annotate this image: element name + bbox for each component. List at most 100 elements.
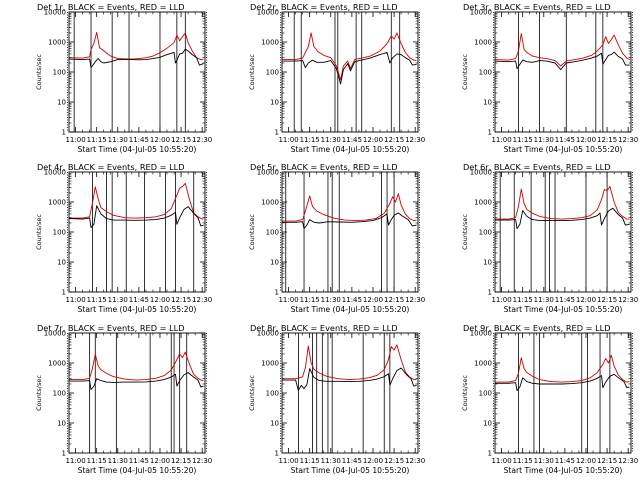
plot-frame — [494, 332, 632, 454]
y-tick-label: 1000 — [261, 360, 279, 368]
x-tick-label: 12:15 — [171, 296, 191, 304]
y-tick-label: 1 — [275, 129, 279, 137]
x-tick-label: 11:00 — [491, 136, 511, 144]
y-tick-label: 10 — [483, 259, 492, 267]
panel-det-9: Det 9r, BLACK = Events, RED = LLD Counts/… — [461, 323, 638, 475]
x-tick-label: 11:45 — [129, 136, 149, 144]
y-tick-label: 1 — [275, 289, 279, 297]
x-axis-label: Start Time (04-Jul-05 10:55:20) — [78, 145, 197, 154]
x-tick-label: 11:00 — [278, 457, 298, 465]
y-axis-label: Counts/sec — [461, 375, 469, 411]
x-tick-label: 12:00 — [576, 457, 596, 465]
plot-frame — [281, 332, 419, 454]
x-tick-label: 12:15 — [384, 296, 404, 304]
series-lld — [494, 33, 630, 67]
series-events — [69, 372, 204, 391]
y-tick-label: 1000 — [474, 39, 492, 47]
y-axis-label: Counts/sec — [248, 54, 256, 90]
plot-frame — [494, 11, 632, 133]
x-tick-label: 11:00 — [278, 136, 298, 144]
x-tick-label: 12:15 — [597, 296, 617, 304]
panel-det-7: Det 7r, BLACK = Events, RED = LLD Counts/… — [35, 323, 212, 475]
y-tick-label: 1 — [488, 289, 492, 297]
x-tick-label: 12:15 — [384, 136, 404, 144]
plot-frame — [68, 11, 206, 133]
x-axis-label: Start Time (04-Jul-05 10:55:20) — [78, 305, 197, 314]
series-events — [494, 51, 630, 71]
x-tick-label: 11:00 — [278, 296, 298, 304]
series-lld — [69, 182, 204, 220]
x-tick-label: 12:30 — [618, 136, 638, 144]
x-axis-label: Start Time (04-Jul-05 10:55:20) — [78, 466, 197, 475]
y-tick-label: 1000 — [261, 199, 279, 207]
y-axis-label: Counts/sec — [248, 214, 256, 250]
x-tick-label: 12:00 — [150, 296, 170, 304]
y-tick-label: 1000 — [48, 360, 66, 368]
panel-title: Det 6r, BLACK = Events, RED = LLD — [463, 162, 611, 172]
x-tick-label: 12:00 — [363, 457, 383, 465]
x-tick-label: 12:15 — [597, 136, 617, 144]
series-lld — [282, 32, 417, 81]
y-tick-label: 1000 — [48, 199, 66, 207]
panel-det-4: Det 4r, BLACK = Events, RED = LLD Counts/… — [35, 162, 212, 314]
series-events — [68, 48, 204, 69]
y-tick-label: 10 — [270, 99, 279, 107]
y-tick-label: 1000 — [474, 360, 492, 368]
x-tick-label: 11:15 — [87, 457, 107, 465]
y-axis-label: Counts/sec — [248, 375, 256, 411]
x-tick-label: 12:30 — [192, 457, 212, 465]
y-tick-label: 10 — [57, 259, 66, 267]
x-tick-label: 12:15 — [171, 457, 191, 465]
series-events — [495, 373, 630, 392]
y-tick-label: 10000 — [44, 330, 66, 338]
y-tick-label: 10 — [483, 99, 492, 107]
x-tick-label: 11:30 — [108, 457, 128, 465]
y-tick-label: 10 — [57, 420, 66, 428]
x-tick-label: 12:30 — [405, 457, 425, 465]
y-tick-label: 10 — [483, 420, 492, 428]
x-tick-label: 12:30 — [405, 296, 425, 304]
y-tick-label: 10 — [270, 259, 279, 267]
y-tick-label: 10000 — [470, 169, 492, 177]
y-tick-label: 100 — [479, 69, 492, 77]
series-lld — [495, 185, 630, 220]
y-axis-label: Counts/sec — [35, 54, 43, 90]
panel-title: Det 1r, BLACK = Events, RED = LLD — [37, 2, 185, 12]
series-lld — [495, 354, 630, 383]
x-tick-label: 12:30 — [618, 296, 638, 304]
y-tick-label: 10000 — [470, 330, 492, 338]
panel-title: Det 3r, BLACK = Events, RED = LLD — [463, 2, 611, 12]
panel-title: Det 5r, BLACK = Events, RED = LLD — [250, 162, 398, 172]
x-tick-label: 12:00 — [576, 136, 596, 144]
x-tick-label: 11:45 — [129, 457, 149, 465]
y-tick-label: 10 — [270, 420, 279, 428]
x-tick-label: 11:15 — [300, 457, 320, 465]
x-tick-label: 11:45 — [555, 457, 575, 465]
y-tick-label: 1 — [62, 450, 66, 458]
y-tick-label: 1000 — [261, 39, 279, 47]
series-events — [282, 367, 417, 392]
x-tick-label: 11:30 — [321, 296, 341, 304]
y-tick-label: 100 — [53, 69, 66, 77]
x-tick-label: 11:00 — [65, 457, 85, 465]
y-tick-label: 10000 — [44, 9, 66, 17]
plot-frame — [281, 11, 419, 133]
panel-title: Det 9r, BLACK = Events, RED = LLD — [463, 323, 611, 333]
x-tick-label: 12:00 — [150, 136, 170, 144]
x-tick-label: 12:00 — [150, 457, 170, 465]
x-tick-label: 11:30 — [108, 136, 128, 144]
x-axis-label: Start Time (04-Jul-05 10:55:20) — [291, 145, 410, 154]
plot-frame — [68, 171, 206, 293]
x-tick-label: 11:45 — [342, 296, 362, 304]
x-tick-label: 11:15 — [87, 136, 107, 144]
x-tick-label: 12:30 — [405, 136, 425, 144]
y-tick-label: 10000 — [257, 330, 279, 338]
x-tick-label: 11:30 — [534, 296, 554, 304]
y-tick-label: 100 — [53, 390, 66, 398]
y-tick-label: 10 — [57, 99, 66, 107]
plot-frame — [281, 171, 419, 293]
series-lld — [68, 31, 204, 61]
x-tick-label: 12:15 — [384, 457, 404, 465]
x-tick-label: 11:15 — [513, 457, 533, 465]
y-tick-label: 1 — [62, 289, 66, 297]
